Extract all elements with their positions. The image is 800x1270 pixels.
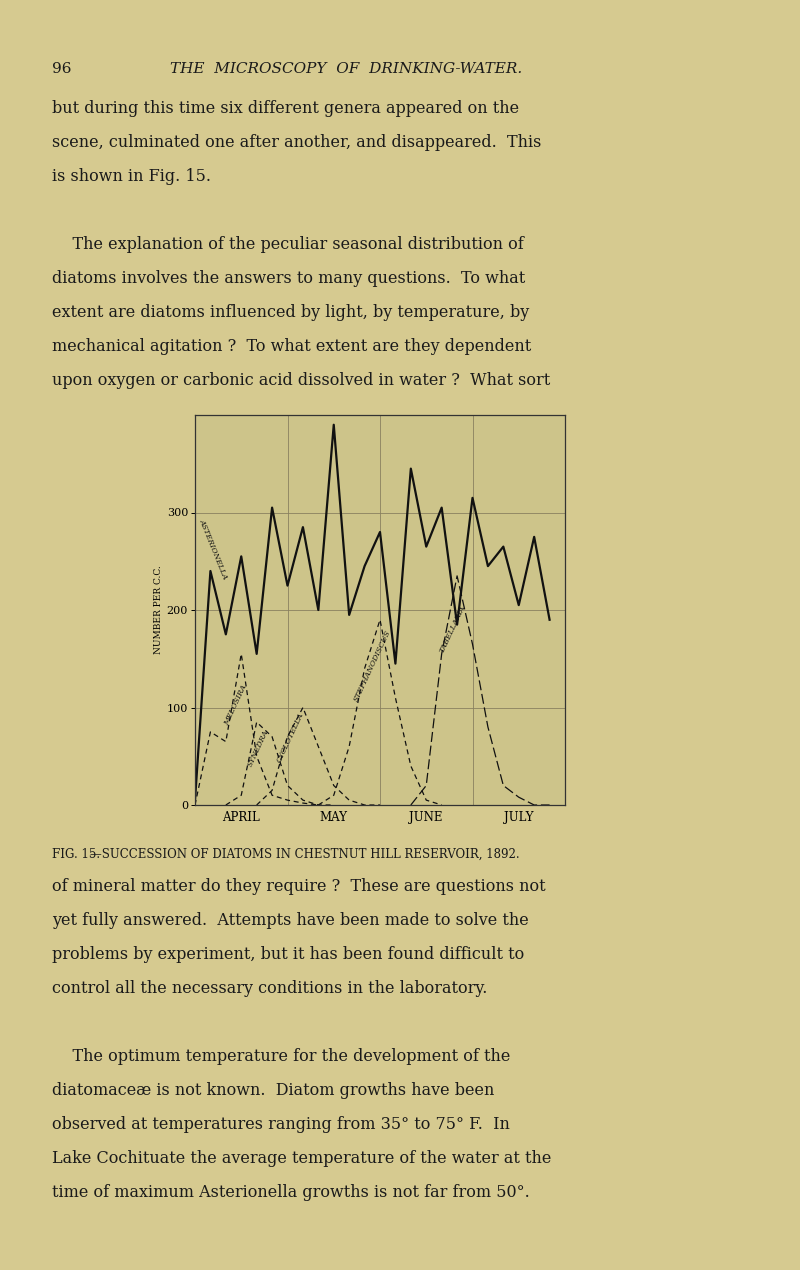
Text: yet fully answered.  Attempts have been made to solve the: yet fully answered. Attempts have been m… bbox=[52, 912, 529, 928]
Text: CYCLOTELLA: CYCLOTELLA bbox=[275, 711, 306, 765]
Text: MELOSIRA: MELOSIRA bbox=[222, 683, 249, 726]
Text: —SUCCESSION OF DIATOMS IN CHESTNUT HILL RESERVOIR, 1892.: —SUCCESSION OF DIATOMS IN CHESTNUT HILL … bbox=[90, 848, 520, 861]
Text: SYNEDRA: SYNEDRA bbox=[246, 729, 270, 768]
Y-axis label: NUMBER PER C.C.: NUMBER PER C.C. bbox=[154, 565, 162, 654]
Text: mechanical agitation ?  To what extent are they dependent: mechanical agitation ? To what extent ar… bbox=[52, 338, 531, 356]
Text: problems by experiment, but it has been found difficult to: problems by experiment, but it has been … bbox=[52, 946, 524, 963]
Text: control all the necessary conditions in the laboratory.: control all the necessary conditions in … bbox=[52, 980, 487, 997]
Text: The explanation of the peculiar seasonal distribution of: The explanation of the peculiar seasonal… bbox=[52, 236, 524, 253]
Text: but during this time six different genera appeared on the: but during this time six different gener… bbox=[52, 100, 519, 117]
Text: of mineral matter do they require ?  These are questions not: of mineral matter do they require ? Thes… bbox=[52, 878, 546, 895]
Text: The optimum temperature for the development of the: The optimum temperature for the developm… bbox=[52, 1048, 510, 1066]
Text: FIG. 15.: FIG. 15. bbox=[52, 848, 100, 861]
Text: Lake Cochituate the average temperature of the water at the: Lake Cochituate the average temperature … bbox=[52, 1151, 551, 1167]
Text: scene, culminated one after another, and disappeared.  This: scene, culminated one after another, and… bbox=[52, 135, 542, 151]
Text: extent are diatoms influenced by light, by temperature, by: extent are diatoms influenced by light, … bbox=[52, 304, 530, 321]
Text: diatoms involves the answers to many questions.  To what: diatoms involves the answers to many que… bbox=[52, 271, 526, 287]
Text: upon oxygen or carbonic acid dissolved in water ?  What sort: upon oxygen or carbonic acid dissolved i… bbox=[52, 372, 550, 389]
Text: diatomaceæ is not known.  Diatom growths have been: diatomaceæ is not known. Diatom growths … bbox=[52, 1082, 494, 1099]
Text: ASTERIONELLA: ASTERIONELLA bbox=[198, 518, 229, 580]
Text: THE  MICROSCOPY  OF  DRINKING-WATER.: THE MICROSCOPY OF DRINKING-WATER. bbox=[170, 62, 522, 76]
Text: 96: 96 bbox=[52, 62, 71, 76]
Text: observed at temperatures ranging from 35° to 75° F.  In: observed at temperatures ranging from 35… bbox=[52, 1116, 510, 1133]
Text: is shown in Fig. 15.: is shown in Fig. 15. bbox=[52, 168, 211, 185]
Text: TABELLARIA: TABELLARIA bbox=[438, 603, 467, 654]
Text: time of maximum Asterionella growths is not far from 50°.: time of maximum Asterionella growths is … bbox=[52, 1184, 530, 1201]
Text: STEPHANODISCUS: STEPHANODISCUS bbox=[352, 629, 393, 702]
